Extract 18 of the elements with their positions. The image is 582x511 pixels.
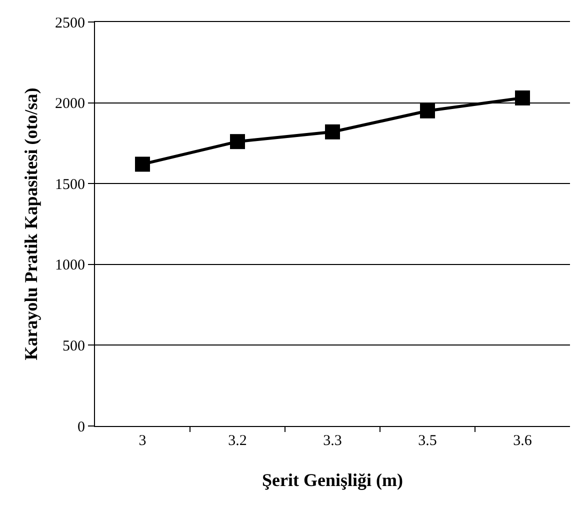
point xyxy=(420,103,435,118)
x-tick-label: 3.3 xyxy=(323,433,342,449)
x-axis-title: Şerit Genişliği (m) xyxy=(262,470,403,490)
x-tick-label: 3.5 xyxy=(418,433,437,449)
y-tick-label: 1500 xyxy=(55,176,85,193)
point xyxy=(515,90,530,106)
y-axis-title: Karayolu Pratik Kapasitesi (oto/sa) xyxy=(21,88,42,360)
x-tick-label: 3 xyxy=(138,433,146,449)
x-tick-label: 3.2 xyxy=(228,433,247,449)
x-tick-label: 3.6 xyxy=(513,433,532,449)
y-tick-label: 0 xyxy=(78,419,85,436)
point xyxy=(135,156,150,172)
point xyxy=(230,134,245,150)
y-tick-label: 1000 xyxy=(55,258,85,274)
y-tick-label: 500 xyxy=(62,338,85,354)
y-tick-label: 2000 xyxy=(55,96,85,112)
y-tick-label: 2500 xyxy=(55,15,85,32)
point xyxy=(325,124,340,140)
